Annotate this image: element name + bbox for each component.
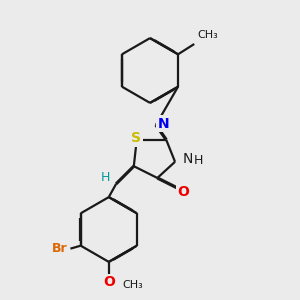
Text: H: H xyxy=(193,154,203,167)
Text: H: H xyxy=(100,172,110,184)
Text: O: O xyxy=(103,275,115,290)
Text: S: S xyxy=(131,131,141,145)
Text: O: O xyxy=(177,185,189,199)
Text: N: N xyxy=(183,152,194,166)
Text: N: N xyxy=(158,116,169,130)
Text: Br: Br xyxy=(52,242,68,255)
Text: CH₃: CH₃ xyxy=(198,31,218,40)
Text: CH₃: CH₃ xyxy=(122,280,143,290)
